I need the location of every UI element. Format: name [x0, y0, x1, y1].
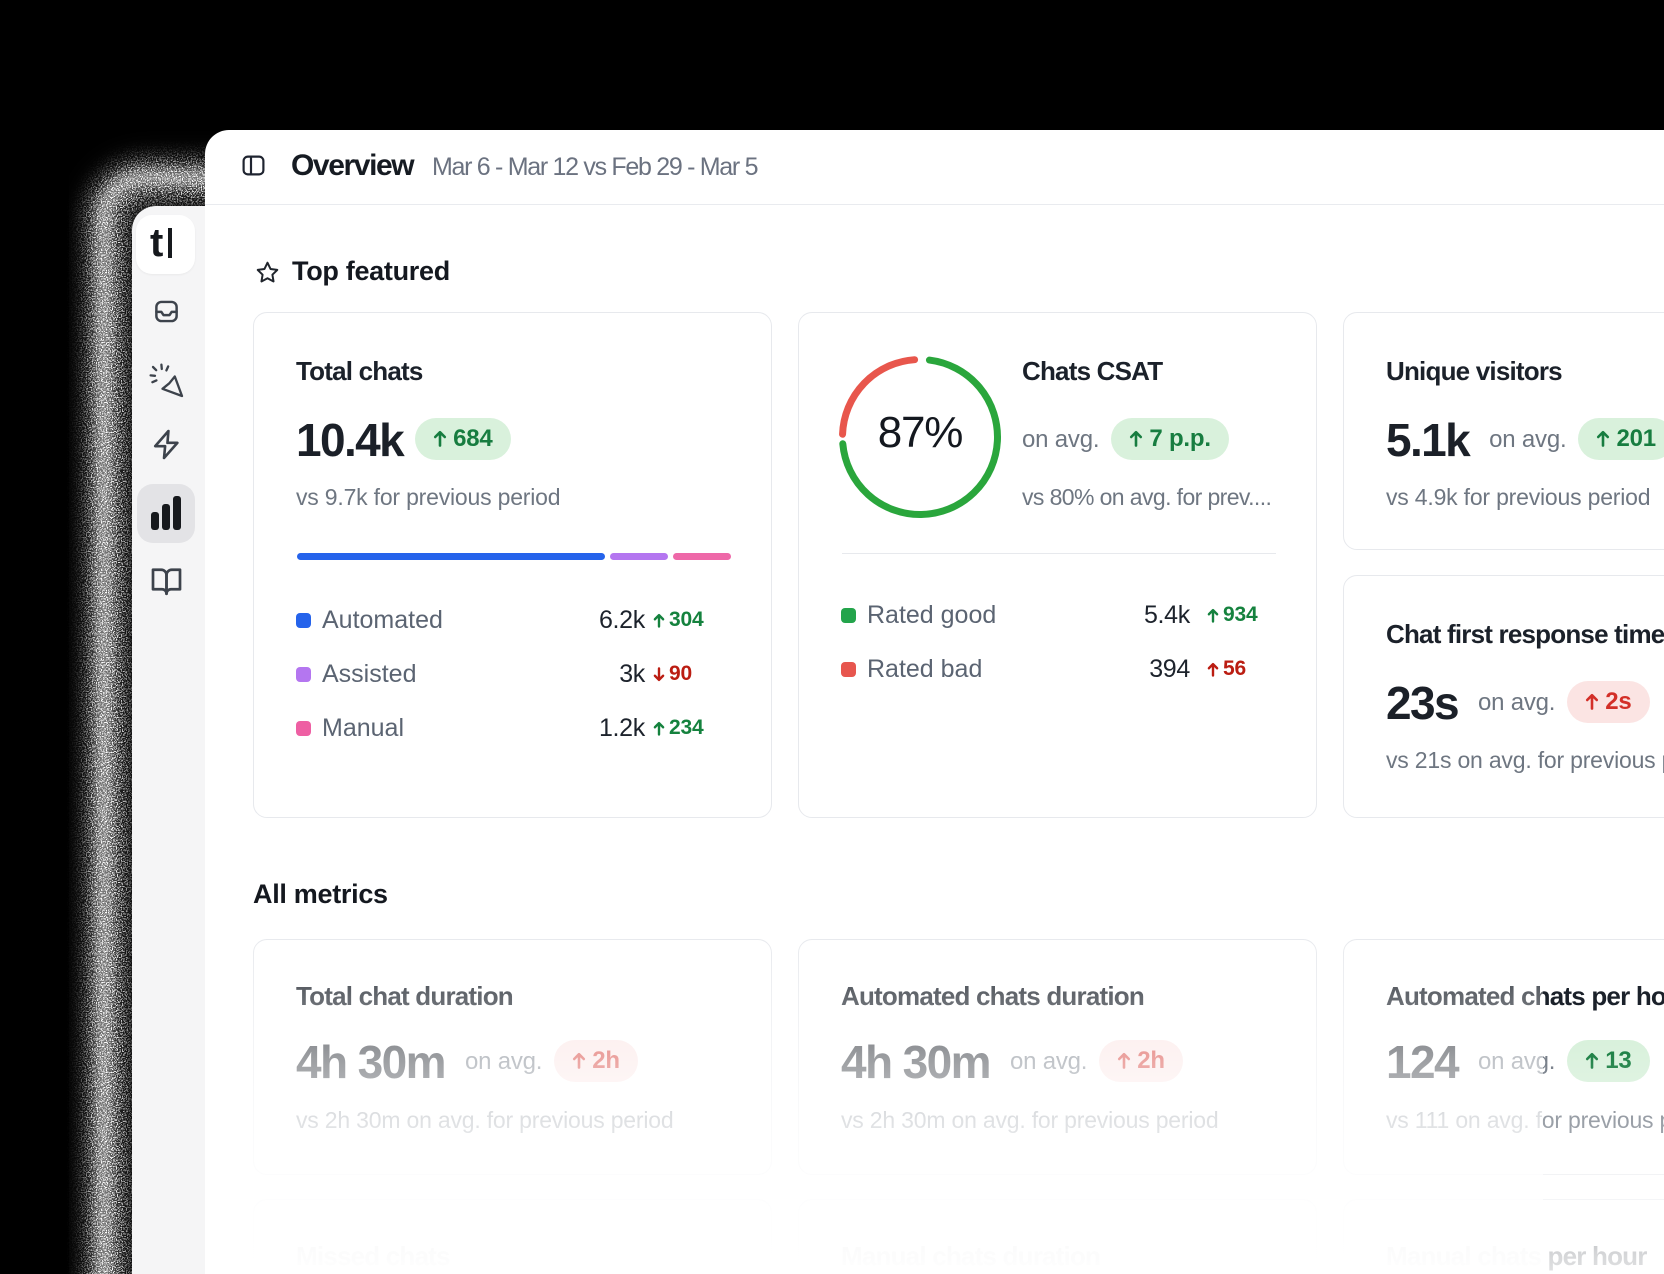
svg-text:87%: 87% — [878, 408, 963, 457]
